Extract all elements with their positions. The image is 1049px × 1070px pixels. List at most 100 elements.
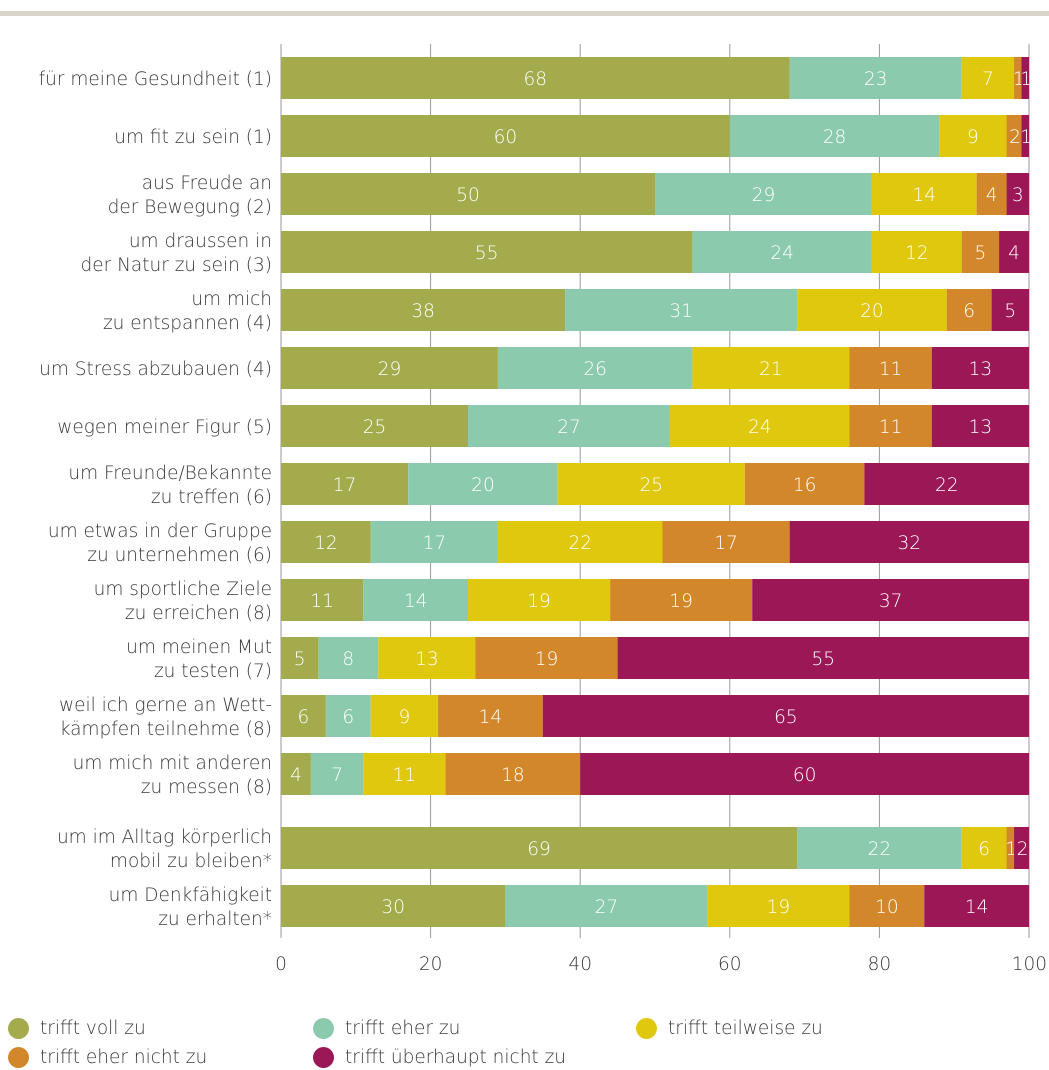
data-label: 37 bbox=[879, 591, 903, 612]
bar-segment bbox=[325, 695, 371, 737]
category-label: um Stress abzubauen (4) bbox=[39, 359, 272, 380]
data-label: 12 bbox=[905, 243, 929, 264]
data-label: 69 bbox=[527, 839, 551, 860]
bar-segment bbox=[281, 57, 790, 99]
bar-segment bbox=[475, 637, 618, 679]
data-label: 20 bbox=[471, 475, 495, 496]
data-label: 68 bbox=[524, 69, 548, 90]
data-label: 7 bbox=[331, 765, 343, 786]
legend-swatch bbox=[636, 1017, 657, 1039]
bar-segment bbox=[864, 463, 1029, 505]
legend-label: trifft eher zu bbox=[345, 1017, 461, 1039]
bar-segment bbox=[797, 827, 962, 869]
category-label: um im Alltag körperlich bbox=[57, 827, 272, 848]
bar-segment bbox=[692, 347, 850, 389]
category-label: weil ich gerne an Wett- bbox=[59, 695, 272, 716]
bar-segment bbox=[281, 405, 468, 447]
data-label: 4 bbox=[1008, 243, 1020, 264]
data-label: 6 bbox=[963, 301, 975, 322]
bar-segment bbox=[378, 637, 476, 679]
data-label: 25 bbox=[639, 475, 663, 496]
legend: trifft voll zu trifft eher zu trifft teilw… bbox=[8, 1016, 1038, 1069]
bar-segment bbox=[1021, 115, 1029, 157]
legend-swatch bbox=[313, 1017, 334, 1039]
data-label: 6 bbox=[298, 707, 310, 728]
category-label: für meine Gesundheit (1) bbox=[39, 69, 272, 90]
data-label: 6 bbox=[978, 839, 990, 860]
bar-segment bbox=[281, 827, 798, 869]
bar-segment bbox=[744, 463, 865, 505]
bar-segment bbox=[1014, 57, 1022, 99]
data-label: 17 bbox=[714, 533, 738, 554]
bar-segment bbox=[281, 173, 655, 215]
category-label: zu testen (7) bbox=[154, 661, 272, 682]
data-label: 55 bbox=[475, 243, 499, 264]
category-label: zu erhalten* bbox=[158, 909, 272, 930]
bar-segment bbox=[565, 289, 798, 331]
data-label: 30 bbox=[381, 897, 405, 918]
bar-segment bbox=[939, 115, 1007, 157]
data-label: 22 bbox=[568, 533, 592, 554]
x-tick-label-40: 40 bbox=[568, 954, 592, 975]
bar-segment bbox=[363, 753, 446, 795]
data-label: 4 bbox=[290, 765, 302, 786]
data-label: 11 bbox=[310, 591, 334, 612]
bar-segment bbox=[281, 695, 326, 737]
data-label: 11 bbox=[879, 417, 903, 438]
data-label: 14 bbox=[404, 591, 428, 612]
data-label: 1 bbox=[1020, 127, 1032, 148]
legend-swatch bbox=[8, 1017, 29, 1039]
category-label: zu treffen (6) bbox=[151, 487, 272, 508]
category-label: um etwas in der Gruppe bbox=[48, 521, 272, 542]
category-label: kämpfen teilnehme (8) bbox=[60, 719, 272, 740]
data-label: 2 bbox=[1017, 839, 1029, 860]
bar-segment bbox=[281, 289, 566, 331]
bar-segment bbox=[849, 405, 932, 447]
data-label: 22 bbox=[868, 839, 892, 860]
x-tick-label-0: 0 bbox=[275, 954, 287, 975]
data-label: 5 bbox=[294, 649, 306, 670]
data-label: 13 bbox=[969, 359, 993, 380]
data-label: 21 bbox=[759, 359, 783, 380]
data-label: 60 bbox=[793, 765, 817, 786]
legend-item: trifft voll zu bbox=[8, 1016, 146, 1040]
bar-segment bbox=[924, 885, 1029, 927]
data-label: 12 bbox=[314, 533, 338, 554]
category-label: um draussen in bbox=[129, 231, 272, 252]
category-label: der Bewegung (2) bbox=[108, 197, 272, 218]
data-label: 19 bbox=[535, 649, 559, 670]
legend-label: trifft voll zu bbox=[40, 1017, 146, 1039]
bar-segment bbox=[281, 885, 506, 927]
data-label: 65 bbox=[774, 707, 798, 728]
bar-segment bbox=[692, 231, 872, 273]
bar-segment bbox=[505, 885, 708, 927]
bar-segment bbox=[363, 579, 468, 621]
bar-segment bbox=[408, 463, 558, 505]
data-label: 17 bbox=[333, 475, 357, 496]
bar-segment bbox=[468, 405, 670, 447]
bar-segment bbox=[610, 579, 753, 621]
bar-segment bbox=[707, 885, 850, 927]
data-label: 24 bbox=[770, 243, 794, 264]
bar-segment bbox=[281, 579, 364, 621]
category-label: zu entspannen (4) bbox=[103, 313, 272, 334]
data-label: 27 bbox=[557, 417, 581, 438]
data-label: 9 bbox=[399, 707, 411, 728]
bar-segment bbox=[961, 57, 1015, 99]
data-label: 1 bbox=[1020, 69, 1032, 90]
legend-item: trifft teilweise zu bbox=[636, 1016, 823, 1040]
data-label: 29 bbox=[752, 185, 776, 206]
data-label: 1 bbox=[1013, 69, 1025, 90]
data-label: 7 bbox=[982, 69, 994, 90]
data-label: 19 bbox=[669, 591, 693, 612]
top-rule bbox=[0, 11, 1049, 16]
category-label: um mich mit anderen bbox=[73, 753, 272, 774]
bar-segment bbox=[445, 753, 581, 795]
bar-segment bbox=[281, 521, 371, 563]
bar-segment bbox=[991, 289, 1029, 331]
bar-segment bbox=[370, 695, 439, 737]
category-label: um Freunde/Bekannte bbox=[68, 463, 272, 484]
legend-item: trifft überhaupt nicht zu bbox=[313, 1045, 566, 1069]
data-label: 10 bbox=[875, 897, 899, 918]
